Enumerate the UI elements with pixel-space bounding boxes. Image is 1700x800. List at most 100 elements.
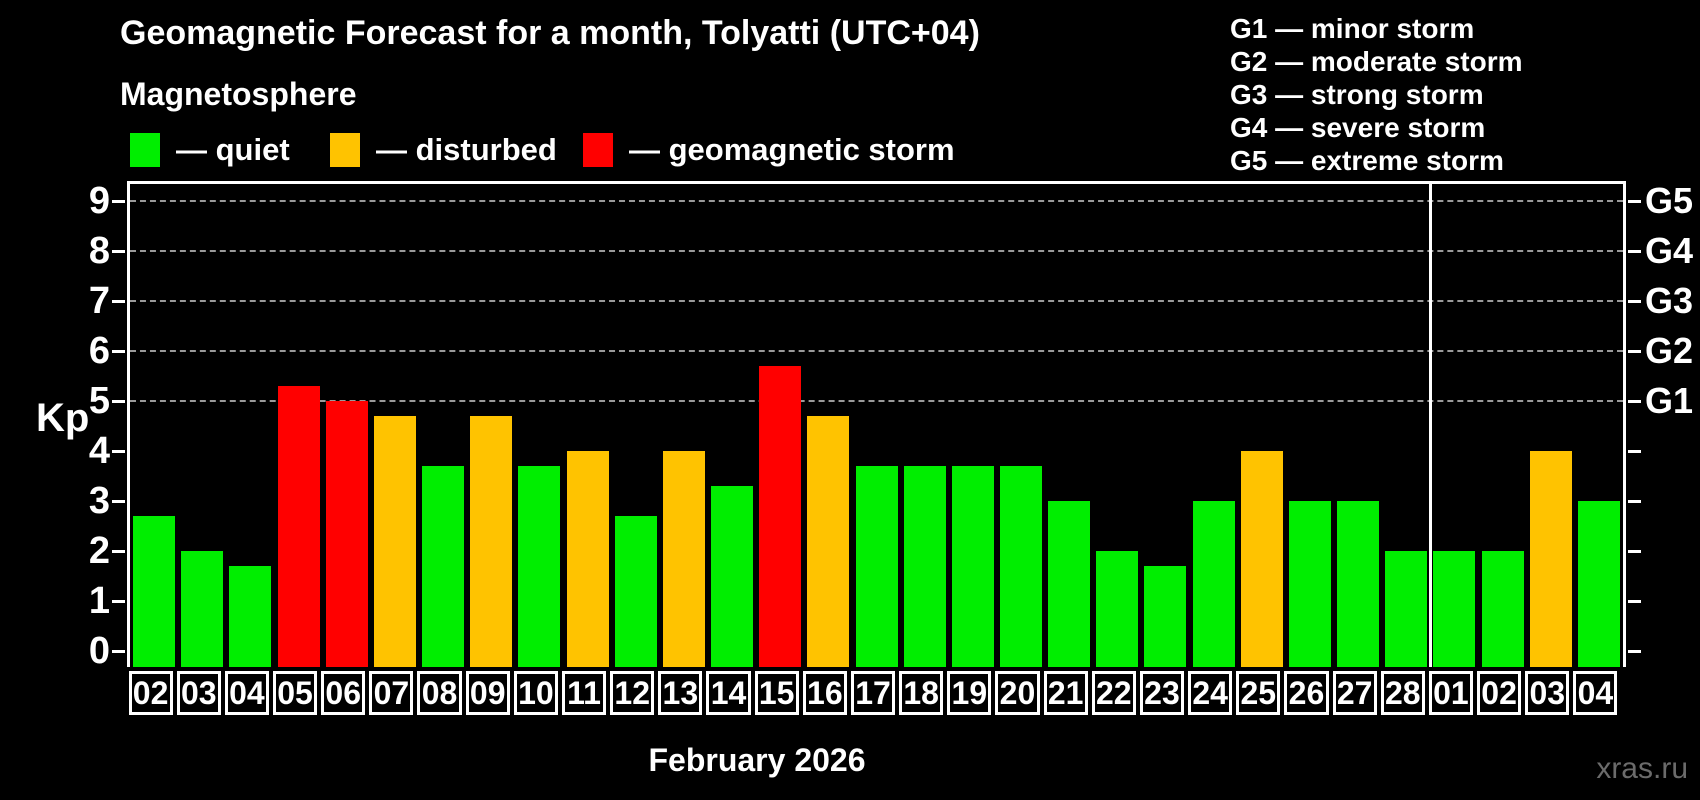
bar-feb-16 — [807, 416, 850, 667]
bar-feb-25 — [1240, 451, 1283, 667]
day-label-feb-25: 25 — [1236, 671, 1281, 715]
y-tick-right-4 — [1628, 450, 1641, 453]
day-label-feb-27: 27 — [1332, 671, 1377, 715]
bar-feb-14 — [711, 486, 754, 667]
y-tick-right-7 — [1628, 300, 1641, 303]
y-tick-left-1 — [112, 600, 125, 603]
y-tick-label-1: 1 — [88, 580, 110, 622]
bar-mar-03 — [1529, 451, 1572, 667]
day-label-feb-03: 03 — [176, 671, 221, 715]
y-tick-left-9 — [112, 200, 125, 203]
gridline-kp9 — [130, 200, 1623, 202]
bar-feb-18 — [903, 466, 946, 667]
bar-feb-27 — [1337, 501, 1380, 667]
y-tick-label-8: 8 — [88, 230, 110, 272]
day-label-feb-11: 11 — [561, 671, 607, 715]
day-label-feb-19: 19 — [947, 671, 992, 715]
gridline-kp6 — [130, 350, 1623, 352]
g-legend-line-g3: G3 — strong storm — [1230, 79, 1484, 110]
day-label-feb-18: 18 — [899, 671, 944, 715]
g-scale-legend: G1 — minor storm G2 — moderate storm G3 … — [1230, 12, 1523, 177]
g-legend-line-g5: G5 — extreme storm — [1230, 145, 1504, 176]
g-scale-label-g3: G3 — [1645, 280, 1694, 321]
day-label-feb-16: 16 — [802, 671, 847, 715]
g-legend-line-g4: G4 — severe storm — [1230, 112, 1486, 143]
day-label-feb-14: 14 — [706, 671, 751, 715]
bar-feb-17 — [855, 466, 898, 667]
y-tick-label-3: 3 — [88, 480, 110, 522]
y-tick-left-2 — [112, 550, 125, 553]
y-tick-label-0: 0 — [88, 630, 110, 672]
day-label-feb-06: 06 — [321, 671, 366, 715]
bar-feb-24 — [1192, 501, 1235, 667]
y-tick-right-8 — [1628, 250, 1641, 253]
day-label-feb-17: 17 — [850, 671, 896, 715]
legend-label-disturbed: — disturbed — [376, 132, 557, 167]
day-label-feb-02: 02 — [128, 671, 173, 715]
bar-feb-10 — [518, 466, 561, 667]
gridline-kp7 — [130, 300, 1623, 302]
bar-feb-23 — [1144, 566, 1187, 667]
legend-swatch-storm — [583, 133, 613, 167]
chart-title: Geomagnetic Forecast for a month, Tolyat… — [120, 14, 980, 52]
g-scale-label-g4: G4 — [1645, 230, 1694, 271]
bar-mar-01 — [1433, 551, 1476, 667]
day-label-feb-05: 05 — [272, 671, 318, 715]
chart-subtitle: Magnetosphere — [120, 76, 357, 112]
bar-feb-21 — [1048, 501, 1091, 667]
y-tick-right-1 — [1628, 600, 1641, 603]
day-label-mar-03: 03 — [1525, 671, 1570, 715]
day-label-feb-22: 22 — [1091, 671, 1136, 715]
month-separator-line — [1428, 184, 1432, 667]
y-tick-right-6 — [1628, 350, 1641, 353]
bar-feb-13 — [662, 451, 705, 667]
bar-feb-07 — [373, 416, 416, 667]
day-label-feb-20: 20 — [995, 671, 1040, 715]
bar-feb-12 — [614, 516, 657, 667]
bar-feb-22 — [1096, 551, 1139, 667]
y-tick-left-4 — [112, 450, 125, 453]
day-label-mar-04: 04 — [1573, 671, 1618, 715]
g-scale-label-g1: G1 — [1645, 380, 1694, 421]
day-label-feb-26: 26 — [1284, 671, 1329, 715]
gridline-kp5 — [130, 400, 1623, 402]
day-label-feb-24: 24 — [1188, 671, 1233, 715]
day-label-feb-13: 13 — [658, 671, 703, 715]
bar-feb-05 — [277, 386, 320, 667]
g-legend-line-g2: G2 — moderate storm — [1230, 46, 1523, 77]
bar-feb-06 — [325, 401, 368, 667]
y-tick-label-2: 2 — [88, 530, 110, 572]
watermark: xras.ru — [1596, 752, 1688, 785]
day-label-mar-02: 02 — [1477, 671, 1522, 715]
y-tick-left-7 — [112, 300, 125, 303]
bar-feb-28 — [1385, 551, 1428, 667]
bar-feb-19 — [951, 466, 994, 667]
bar-feb-15 — [759, 366, 802, 667]
plot-area: 0 1 2 3 4 5 G1 6 G2 7 G3 8 G4 9 G5 — [89, 180, 1693, 672]
legend-swatch-quiet — [130, 133, 160, 167]
y-tick-left-8 — [112, 250, 125, 253]
day-label-feb-10: 10 — [513, 671, 558, 715]
day-label-feb-12: 12 — [610, 671, 655, 715]
day-label-feb-08: 08 — [417, 671, 462, 715]
y-tick-label-6: 6 — [88, 330, 110, 372]
legend-swatch-disturbed — [330, 133, 360, 167]
y-tick-left-3 — [112, 500, 125, 503]
legend-label-quiet: — quiet — [176, 132, 290, 167]
y-tick-left-6 — [112, 350, 125, 353]
bar-feb-03 — [181, 551, 224, 667]
bar-feb-04 — [229, 566, 272, 667]
g-legend-line-g1: G1 — minor storm — [1230, 13, 1475, 44]
y-tick-right-3 — [1628, 500, 1641, 503]
x-axis-day-labels: 02 03 04 05 06 07 08 09 10 11 12 13 14 15 16 17 18 19 20 21… — [127, 671, 1627, 717]
day-label-feb-23: 23 — [1139, 671, 1185, 715]
bar-mar-02 — [1481, 551, 1524, 667]
day-label-feb-07: 07 — [369, 671, 414, 715]
bar-feb-20 — [999, 466, 1042, 667]
y-tick-label-5: 5 — [88, 380, 110, 422]
day-label-feb-09: 09 — [465, 671, 510, 715]
legend-label-storm: — geomagnetic storm — [629, 132, 955, 167]
y-tick-right-2 — [1628, 550, 1641, 553]
bar-feb-02 — [133, 516, 176, 667]
